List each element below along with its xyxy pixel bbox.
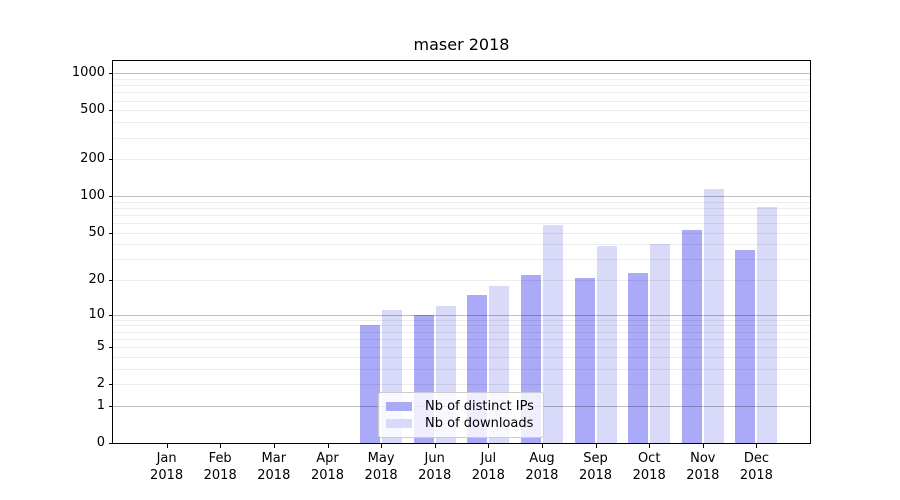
x-tick-mark [702,444,704,448]
gridline-major [113,196,810,198]
x-tick-label-mar: Mar 2018 [257,451,291,483]
gridline-minor [113,110,810,112]
gridline-minor [113,319,810,321]
x-tick-mark [166,444,168,448]
y-tick-mark [109,196,113,198]
gridline-minor [113,122,810,124]
bar-distinct-ips-may [360,325,381,443]
chart-title: maser 2018 [413,35,510,54]
gridline-minor [113,159,810,161]
bars-layer [113,61,810,443]
gridline-minor [113,207,810,209]
bar-downloads-oct [650,244,671,443]
legend-swatch-downloads [386,419,412,429]
gridline-minor [113,384,810,386]
y-tick-mark [109,405,113,407]
x-tick-mark [595,444,597,448]
y-tick-mark [109,347,113,349]
x-tick-label-nov: Nov 2018 [686,451,720,483]
bar-distinct-ips-nov [681,229,702,443]
x-tick-mark [327,444,329,448]
gridline-minor [113,85,810,87]
y-tick-mark [109,110,113,112]
legend-swatch-distinct-ips [386,401,412,411]
gridline-minor [113,214,810,216]
x-tick-label-jan: Jan 2018 [150,451,184,483]
gridline-minor [113,259,810,261]
x-tick-label-jul: Jul 2018 [471,451,505,483]
y-tick-label: 100 [80,188,105,204]
y-tick-mark [109,232,113,234]
gridline-minor [113,232,810,234]
y-tick-mark [109,384,113,386]
gridline-minor [113,347,810,349]
y-tick-mark [109,443,113,444]
y-tick-label: 1000 [71,65,105,81]
legend-label-distinct-ips: Nb of distinct IPs [425,398,534,414]
bar-downloads-dec [757,207,778,443]
x-tick-label-oct: Oct 2018 [632,451,666,483]
gridline-minor [113,79,810,80]
y-tick-label: 0 [96,435,105,450]
gridline-minor [113,331,810,333]
x-tick-label-sep: Sep 2018 [578,451,613,483]
gridline-minor [113,356,810,358]
bar-distinct-ips-sep [574,277,595,443]
y-tick-label: 50 [88,224,105,240]
y-tick-label: 20 [88,272,105,288]
gridline-minor [113,338,810,340]
y-tick-mark [109,159,113,161]
gridline-minor [113,325,810,327]
gridline-minor [113,244,810,246]
y-tick-label: 2 [96,376,105,392]
y-tick-mark [109,280,113,282]
legend: Nb of distinct IPs Nb of downloads [378,392,544,438]
bar-distinct-ips-oct [628,273,649,443]
grid-layer [113,61,810,443]
y-tick-label: 200 [80,151,105,167]
x-tick-mark [541,444,543,448]
x-tick-label-apr: Apr 2018 [310,451,345,483]
x-tick-mark [273,444,275,448]
legend-item-distinct-ips: Nb of distinct IPs [386,399,535,414]
bar-downloads-sep [596,245,617,443]
plot-area [112,60,811,444]
legend-label-downloads: Nb of downloads [425,416,534,432]
bar-downloads-nov [703,188,724,443]
gridline-minor [113,223,810,225]
y-tick-label: 500 [80,102,105,118]
gridline-minor [113,100,810,102]
gridline-major [113,73,810,75]
y-tick-mark [109,314,113,316]
x-tick-mark [220,444,222,448]
gridline-minor [113,137,810,139]
x-tick-label-jun: Jun 2018 [418,451,452,483]
x-tick-label-aug: Aug 2018 [525,451,559,483]
y-tick-mark [109,73,113,75]
x-tick-label-may: May 2018 [364,451,398,483]
legend-item-downloads: Nb of downloads [386,416,535,431]
bar-downloads-aug [542,224,563,443]
x-tick-mark [649,444,651,448]
y-tick-label: 10 [88,306,105,322]
gridline-minor [113,92,810,94]
x-tick-label-dec: Dec 2018 [739,451,773,483]
gridline-minor [113,368,810,370]
bar-distinct-ips-dec [735,249,756,443]
x-tick-label-feb: Feb 2018 [203,451,237,483]
gridline-minor [113,201,810,203]
x-tick-mark [756,444,758,448]
gridline-minor [113,280,810,282]
x-tick-mark [434,444,436,448]
x-tick-mark [488,444,490,448]
y-tick-label: 5 [96,339,105,355]
y-tick-label: 1 [96,397,105,413]
x-tick-mark [381,444,383,448]
gridline-major [113,314,810,316]
